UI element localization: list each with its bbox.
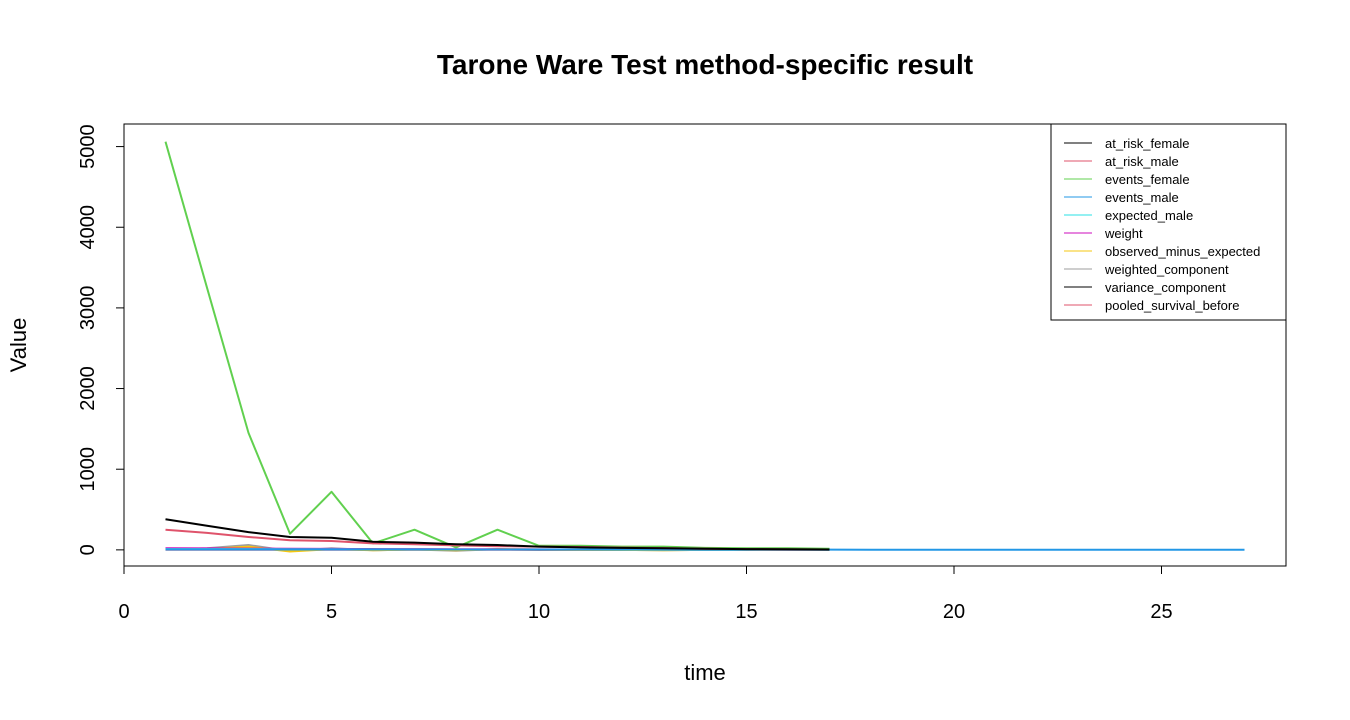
y-tick-label: 3000 <box>77 286 99 331</box>
x-axis: 0 5 10 15 20 25 <box>118 565 1173 623</box>
x-tick-label: 15 <box>735 601 757 623</box>
y-tick-label: 2000 <box>77 366 99 411</box>
series-line-at_risk_female <box>165 518 830 551</box>
legend-label: weight <box>1104 226 1143 241</box>
legend-label: events_male <box>1105 190 1179 205</box>
legend-label: weighted_component <box>1104 262 1229 277</box>
x-tick-label: 5 <box>326 601 337 623</box>
legend-label: variance_component <box>1105 280 1226 295</box>
x-axis-label: time <box>684 660 726 685</box>
legend-label: at_risk_female <box>1105 136 1190 151</box>
legend: at_risk_female at_risk_male events_femalee… <box>1050 123 1287 321</box>
x-tick-label: 20 <box>943 601 965 623</box>
legend-label: events_female <box>1105 172 1190 187</box>
y-tick-label: 5000 <box>77 124 99 169</box>
y-axis-label: Value <box>6 318 31 373</box>
x-tick-label: 10 <box>528 601 550 623</box>
x-tick-label: 0 <box>118 601 129 623</box>
x-tick-label: 25 <box>1150 601 1172 623</box>
y-tick-label: 1000 <box>77 447 99 492</box>
y-tick-label: 4000 <box>77 205 99 250</box>
chart-title: Tarone Ware Test method-specific result <box>437 49 973 80</box>
legend-label: expected_male <box>1105 208 1193 223</box>
y-axis: 0 1000 2000 3000 4000 5000 <box>77 124 125 555</box>
legend-label: pooled_survival_before <box>1105 298 1239 313</box>
legend-label: at_risk_male <box>1105 154 1179 169</box>
legend-label: observed_minus_expected <box>1105 244 1260 259</box>
series-line-events_female <box>164 141 830 550</box>
series-group <box>164 141 1245 553</box>
y-tick-label: 0 <box>77 544 99 555</box>
